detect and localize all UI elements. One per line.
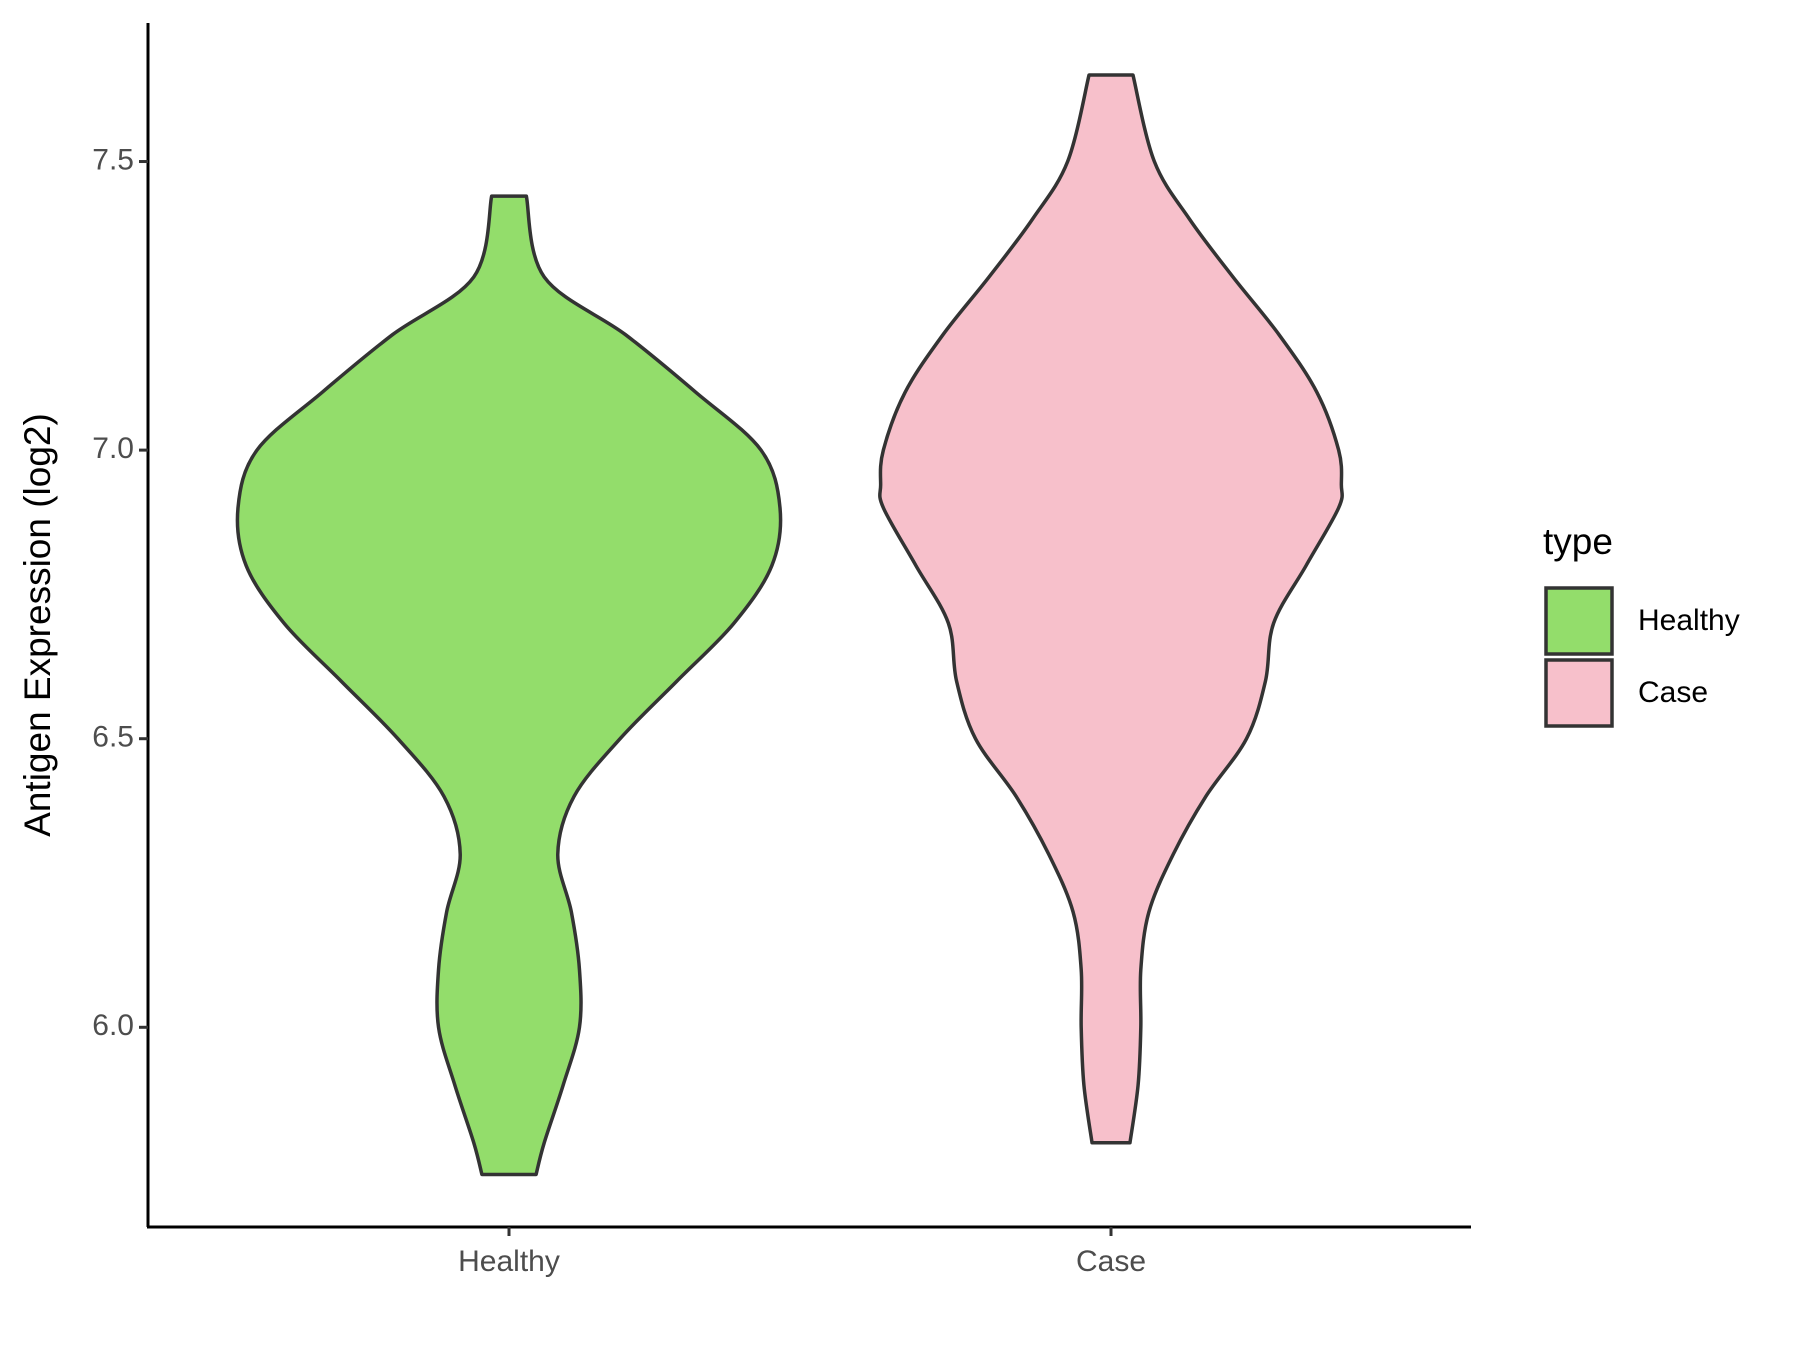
violin (235, 194, 783, 1177)
y-tick-label: 6.0 (92, 1009, 134, 1042)
x-tick-label: Case (1076, 1245, 1146, 1278)
y-axis-title: Antigen Expression (log2) (17, 413, 58, 837)
y-tick-label: 7.5 (92, 143, 134, 176)
y-tick-label: 7.0 (92, 432, 134, 465)
legend-label: Healthy (1638, 604, 1740, 637)
violin (878, 73, 1344, 1145)
y-tick-label: 6.5 (92, 721, 134, 754)
legend-title: type (1543, 521, 1613, 562)
legend-key (1544, 586, 1614, 656)
legend-label: Case (1638, 676, 1708, 709)
x-tick-label: Healthy (458, 1245, 560, 1278)
legend-key (1544, 658, 1614, 728)
